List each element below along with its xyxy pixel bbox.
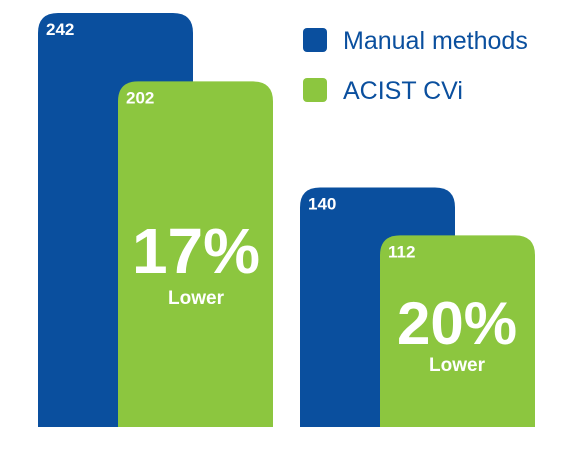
legend-swatch-acist-cvi (303, 78, 327, 102)
legend-label-acist-cvi: ACIST CVi (343, 77, 463, 105)
bar-group2-acist-cvi (380, 235, 535, 427)
percent-reduction-group1: 17% (132, 215, 260, 287)
legend-label-manual-methods: Manual methods (343, 27, 528, 55)
bar-group1-acist-cvi (118, 81, 273, 427)
bar-value-label-group2-acist-cvi: 112 (388, 242, 415, 261)
bar-value-label-group1-manual-methods: 242 (46, 20, 74, 39)
percent-reduction-group2: 20% (397, 290, 517, 357)
legend: Manual methods ACIST CVi (303, 27, 528, 105)
legend-swatch-manual-methods (303, 28, 327, 52)
bar-value-label-group2-manual-methods: 140 (308, 194, 336, 213)
percent-subtext-group2: Lower (429, 355, 486, 376)
percent-subtext-group1: Lower (168, 288, 225, 309)
bar-value-label-group1-acist-cvi: 202 (126, 88, 154, 107)
